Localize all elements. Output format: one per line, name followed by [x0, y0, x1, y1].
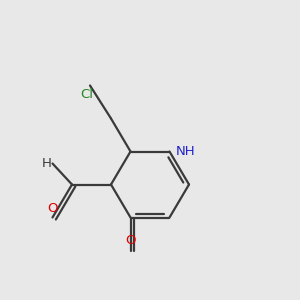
- Text: NH: NH: [176, 145, 196, 158]
- Text: H: H: [42, 157, 51, 170]
- Text: Cl: Cl: [80, 88, 94, 101]
- Text: O: O: [125, 235, 136, 248]
- Text: O: O: [47, 202, 58, 214]
